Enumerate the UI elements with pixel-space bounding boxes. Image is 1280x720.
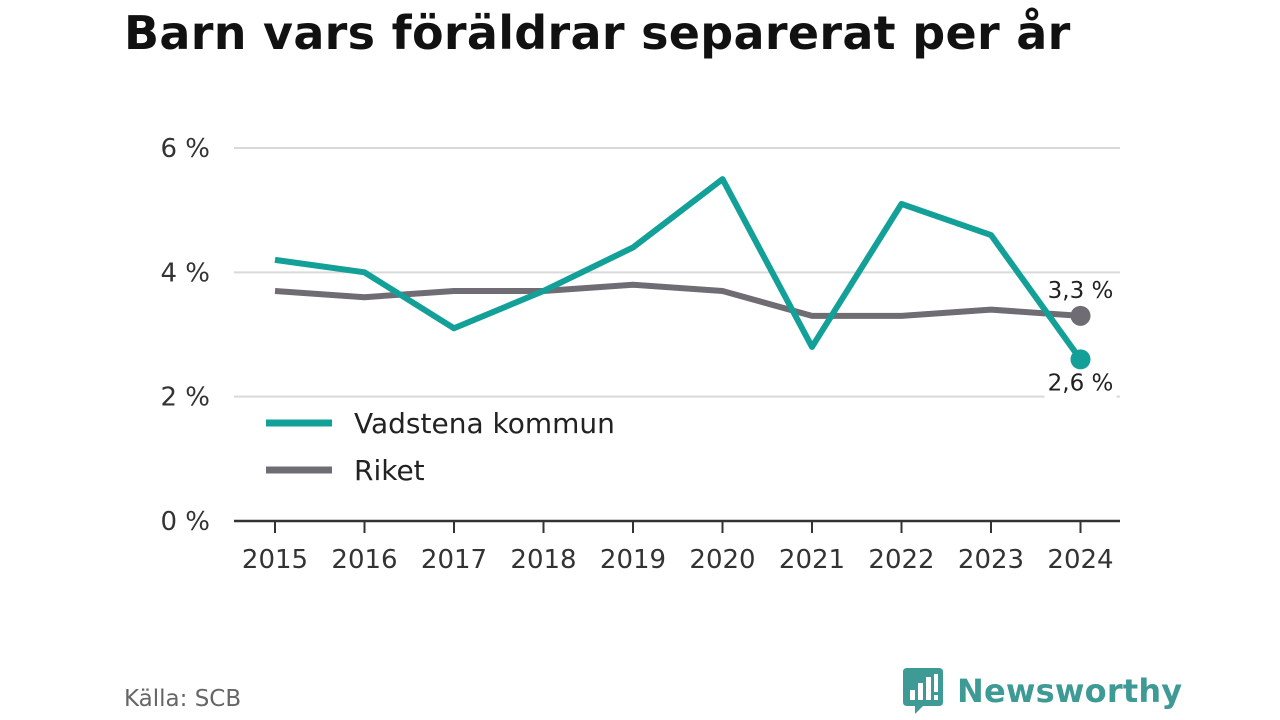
brand-name: Newsworthy: [957, 672, 1183, 710]
series-lines: [274, 176, 1083, 362]
series-line-vadstena: [274, 176, 1083, 362]
end-markers: 3,3 % 2,6 %: [1044, 278, 1117, 400]
legend-label-0: Vadstena kommun: [354, 407, 615, 440]
legend: Vadstena kommun Riket: [254, 398, 644, 494]
end-label-bg-vadstena: [1044, 369, 1117, 400]
x-tick-label-2018: 2018: [510, 545, 576, 575]
x-tick-label-2022: 2022: [868, 545, 934, 575]
end-marker-riket: [1070, 305, 1091, 326]
end-label-riket: 3,3 %: [1048, 278, 1114, 304]
legend-label-1: Riket: [354, 454, 425, 487]
y-tick-label-2: 2 %: [160, 383, 210, 413]
x-axis: 2015 2016 2017 2018 2019 2020 2021 2022 2023 2024: [234, 519, 1120, 575]
x-tick-label-2023: 2023: [958, 545, 1024, 575]
source-note: Källa: SCB: [124, 686, 242, 712]
brand-logo: Newsworthy: [903, 668, 1182, 714]
x-tick-label-2015: 2015: [242, 545, 308, 575]
end-marker-vadstena: [1070, 349, 1091, 370]
newsworthy-logo-icon: [903, 668, 943, 714]
series-line-riket: [274, 281, 1081, 319]
x-tick-label-2024: 2024: [1047, 545, 1113, 575]
end-label-vadstena: 2,6 %: [1048, 370, 1114, 396]
y-axis-labels: 0 % 2 % 4 % 6 %: [160, 134, 210, 537]
y-tick-label-6: 6 %: [160, 134, 210, 164]
grid-lines: [234, 147, 1120, 398]
y-tick-label-0: 0 %: [160, 507, 210, 537]
x-tick-label-2021: 2021: [779, 545, 845, 575]
legend-background: [254, 398, 644, 494]
chart-title: Barn vars föräldrar separerat per år: [124, 6, 1071, 60]
y-tick-label-4: 4 %: [160, 258, 210, 288]
x-tick-label-2019: 2019: [600, 545, 666, 575]
x-tick-label-2016: 2016: [331, 545, 397, 575]
x-tick-label-2020: 2020: [689, 545, 755, 575]
x-tick-label-2017: 2017: [421, 545, 487, 575]
